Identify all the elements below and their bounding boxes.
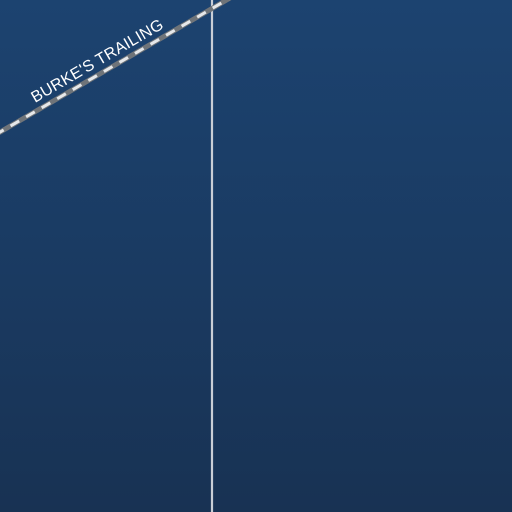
- trail-label: BURKE'S TRAILING: [28, 16, 166, 106]
- trail-burkes-trailing[interactable]: [0, 0, 232, 135]
- trail-base-line: [0, 0, 232, 135]
- trail-dash-line: [0, 0, 230, 134]
